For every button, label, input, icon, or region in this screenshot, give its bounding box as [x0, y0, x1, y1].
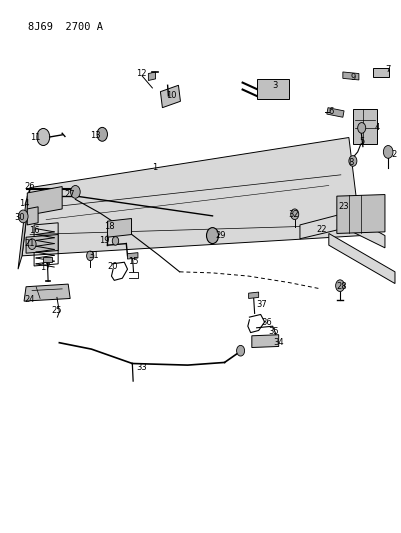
Text: 22: 22 [317, 225, 327, 233]
Circle shape [383, 146, 393, 158]
Polygon shape [327, 108, 344, 117]
Circle shape [87, 251, 94, 261]
Polygon shape [26, 235, 58, 253]
Circle shape [37, 128, 50, 146]
Text: 9: 9 [351, 73, 356, 82]
Text: 20: 20 [107, 262, 118, 271]
Polygon shape [24, 284, 70, 301]
Text: 14: 14 [19, 199, 30, 208]
Polygon shape [373, 68, 389, 77]
Polygon shape [337, 195, 385, 233]
Circle shape [237, 345, 245, 356]
Text: 30: 30 [14, 214, 24, 222]
Circle shape [207, 228, 219, 244]
Text: 5: 5 [359, 137, 364, 146]
Text: 6: 6 [329, 108, 334, 116]
Text: 21: 21 [24, 239, 34, 248]
Polygon shape [27, 207, 38, 225]
Text: 4: 4 [375, 124, 380, 132]
Text: 29: 29 [216, 231, 226, 240]
Text: 2: 2 [391, 150, 396, 159]
Polygon shape [107, 219, 132, 237]
Polygon shape [22, 138, 361, 256]
Polygon shape [148, 72, 156, 80]
Polygon shape [249, 292, 259, 298]
Polygon shape [18, 188, 30, 269]
Text: 25: 25 [51, 306, 62, 314]
Text: 8: 8 [349, 158, 354, 167]
Text: 8J69  2700 A: 8J69 2700 A [28, 22, 103, 32]
Polygon shape [343, 72, 359, 80]
Polygon shape [257, 79, 289, 99]
Polygon shape [27, 187, 62, 215]
Polygon shape [329, 233, 395, 284]
Text: 24: 24 [25, 295, 35, 304]
Text: 10: 10 [166, 92, 177, 100]
Text: 36: 36 [261, 318, 272, 327]
Polygon shape [300, 213, 385, 248]
Polygon shape [160, 85, 180, 108]
Text: 15: 15 [128, 257, 139, 265]
Text: 1: 1 [152, 164, 158, 172]
Circle shape [97, 127, 107, 141]
Text: 16: 16 [29, 227, 39, 235]
Text: 33: 33 [136, 364, 147, 372]
Text: 32: 32 [288, 211, 298, 219]
Circle shape [336, 280, 344, 292]
Polygon shape [43, 257, 52, 262]
Text: 19: 19 [99, 237, 110, 245]
Text: 34: 34 [273, 338, 284, 346]
Polygon shape [353, 109, 377, 144]
Text: 7: 7 [385, 65, 390, 74]
Circle shape [71, 185, 80, 198]
Text: 18: 18 [104, 222, 115, 231]
Text: 26: 26 [24, 182, 34, 191]
Circle shape [28, 239, 36, 249]
Circle shape [18, 210, 28, 223]
Polygon shape [128, 253, 138, 259]
Text: 11: 11 [30, 133, 41, 142]
Polygon shape [252, 335, 279, 348]
Text: 37: 37 [257, 301, 267, 309]
Text: 17: 17 [40, 263, 51, 272]
Text: 28: 28 [336, 282, 346, 291]
Circle shape [358, 123, 366, 133]
Text: 12: 12 [136, 69, 147, 77]
Text: 13: 13 [90, 132, 101, 140]
Text: 23: 23 [339, 203, 349, 211]
Circle shape [349, 156, 357, 166]
Circle shape [112, 237, 119, 245]
Text: 27: 27 [64, 190, 75, 198]
Text: 3: 3 [273, 81, 278, 90]
Text: 31: 31 [88, 252, 99, 260]
Text: 35: 35 [268, 327, 278, 336]
Circle shape [291, 209, 299, 220]
